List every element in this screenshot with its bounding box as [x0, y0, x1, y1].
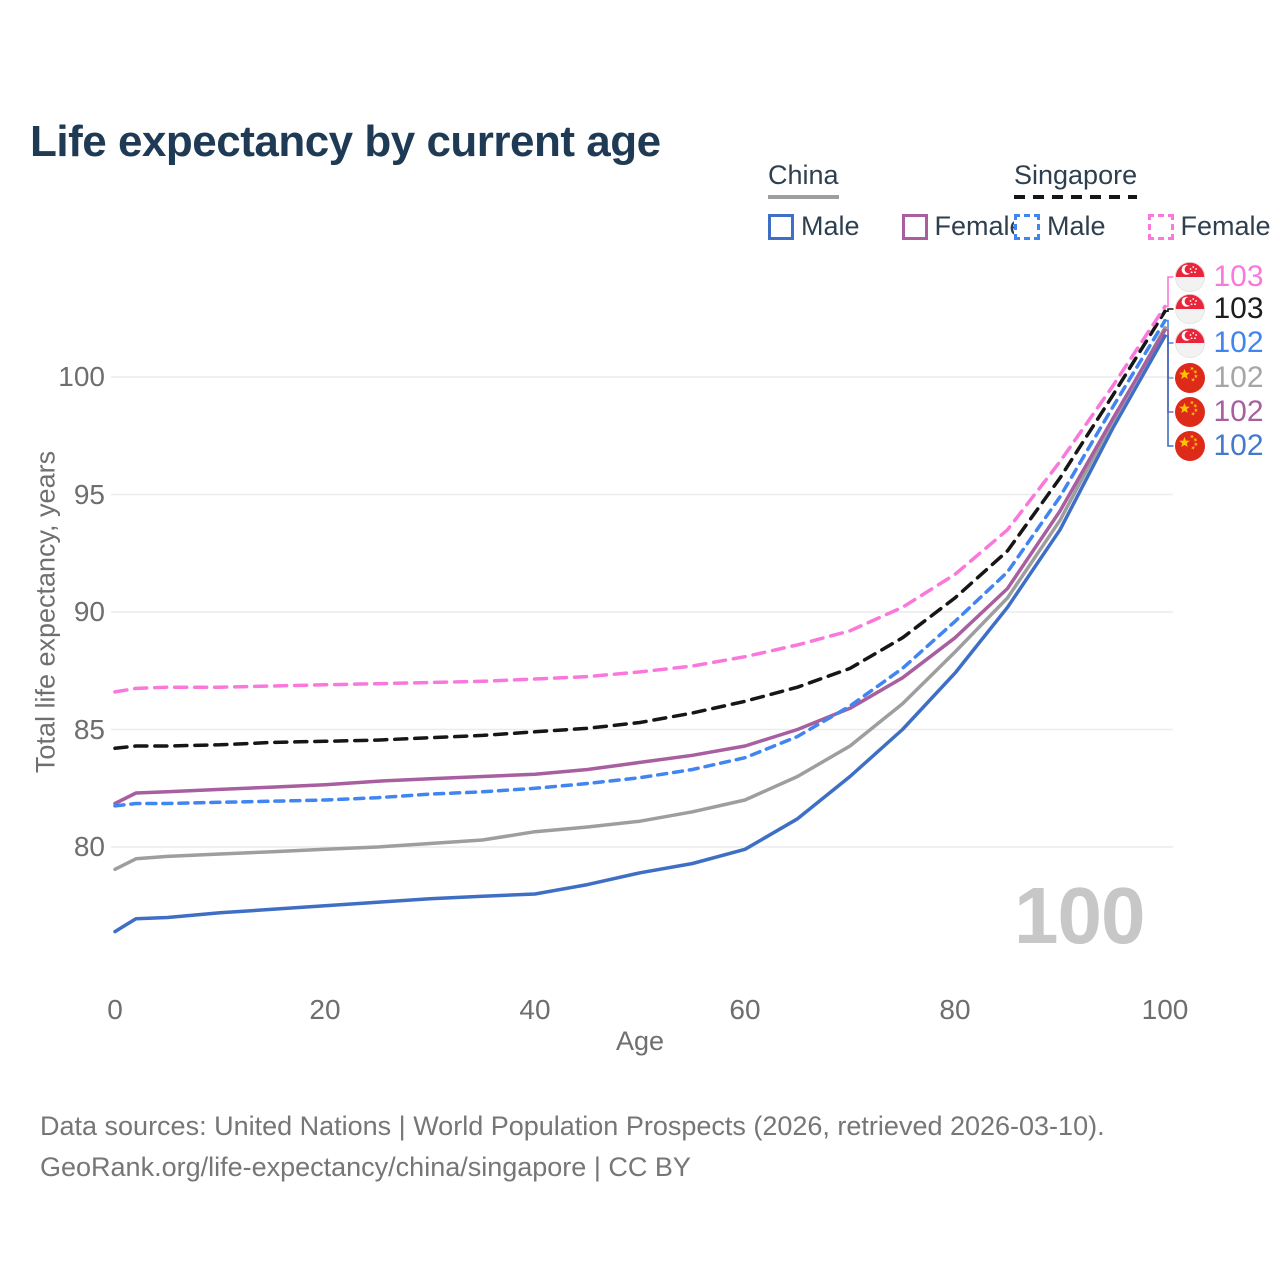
end-label-cn_female: 102: [1174, 396, 1264, 428]
end-label-connector: [1163, 308, 1174, 312]
legend-items: Male Female: [768, 211, 1025, 242]
y-tick-label: 90: [73, 596, 105, 627]
end-label-value: 102: [1213, 395, 1264, 428]
legend-group-name: Singapore: [1014, 160, 1138, 190]
footer: Data sources: United Nations | World Pop…: [40, 1106, 1105, 1188]
china-flag-icon: [1174, 363, 1205, 393]
singapore-flag-icon: [1174, 293, 1205, 325]
legend-item-singapore-female[interactable]: Female: [1147, 211, 1271, 242]
legend-solid-underline: [768, 195, 839, 199]
legend-item-label: Male: [1047, 211, 1106, 241]
legend-item-label: Female: [1180, 211, 1271, 241]
line-china-both-sexes: [113, 325, 1167, 872]
legend-swatch: [901, 213, 928, 240]
x-tick-label: 60: [729, 994, 761, 1025]
y-tick-label: 95: [73, 478, 105, 510]
page-title: Life expectancy by current age: [30, 117, 661, 167]
end-label-value: 102: [1213, 326, 1264, 359]
end-label-connector: [1163, 276, 1174, 308]
y-axis-title: Total life expectancy, years: [30, 450, 61, 774]
line-singapore-male: [113, 318, 1167, 808]
legend-group-name: China: [768, 160, 839, 190]
x-axis-title: Age: [615, 1026, 665, 1056]
china-flag-icon: [1174, 431, 1205, 461]
legend-dashed-underline: [1014, 195, 1138, 199]
legend-group-singapore: Singapore Male Female: [1014, 160, 1271, 242]
x-tick-label: 40: [519, 994, 551, 1025]
end-label-value: 103: [1213, 292, 1264, 325]
line-china-male: [113, 334, 1167, 934]
legend-swatch: [768, 213, 794, 240]
line-singapore-both-sexes: [113, 309, 1167, 751]
singapore-flag-icon: [1174, 327, 1205, 359]
x-tick-label: 20: [309, 994, 341, 1025]
x-tick-label: 0: [107, 994, 123, 1025]
y-tick-label: 80: [73, 831, 105, 862]
x-tick-label: 100: [1141, 994, 1189, 1025]
end-label-value: 103: [1213, 260, 1264, 293]
end-label-connector: [1163, 335, 1174, 447]
legend-items: Male Female: [1014, 211, 1271, 242]
legend-item-china-male[interactable]: Male: [768, 211, 860, 242]
legend-group-china: China Male Female: [768, 160, 1025, 242]
line-singapore-female: [113, 304, 1167, 694]
end-label-value: 102: [1213, 429, 1264, 462]
end-label-sg_all: 103: [1174, 293, 1264, 325]
age-counter-watermark: 100: [1014, 871, 1145, 960]
legend-swatch: [1014, 213, 1040, 240]
line-china-female: [113, 328, 1167, 806]
end-label-cn_all: 102: [1174, 362, 1264, 394]
end-label-cn_male: 102: [1174, 430, 1264, 462]
legend-group-title: Singapore: [1014, 160, 1138, 199]
legend-item-china-female[interactable]: Female: [901, 211, 1025, 242]
y-tick-label: 100: [58, 361, 105, 392]
y-tick-label: 85: [73, 713, 105, 745]
china-flag-icon: [1174, 397, 1205, 427]
legend-item-label: Female: [934, 211, 1025, 241]
singapore-flag-icon: [1174, 261, 1205, 293]
end-label-sg_female: 103: [1174, 261, 1264, 293]
end-label-sg_male: 102: [1174, 327, 1264, 359]
footer-data-sources: Data sources: United Nations | World Pop…: [40, 1111, 1105, 1141]
end-label-value: 102: [1213, 361, 1264, 394]
x-tick-label: 80: [939, 994, 971, 1025]
legend-group-title: China: [768, 160, 839, 199]
legend-swatch: [1147, 213, 1174, 240]
legend-item-singapore-male[interactable]: Male: [1014, 211, 1106, 242]
footer-url: GeoRank.org/life-expectancy/china/singap…: [40, 1152, 691, 1182]
legend-item-label: Male: [801, 211, 860, 241]
